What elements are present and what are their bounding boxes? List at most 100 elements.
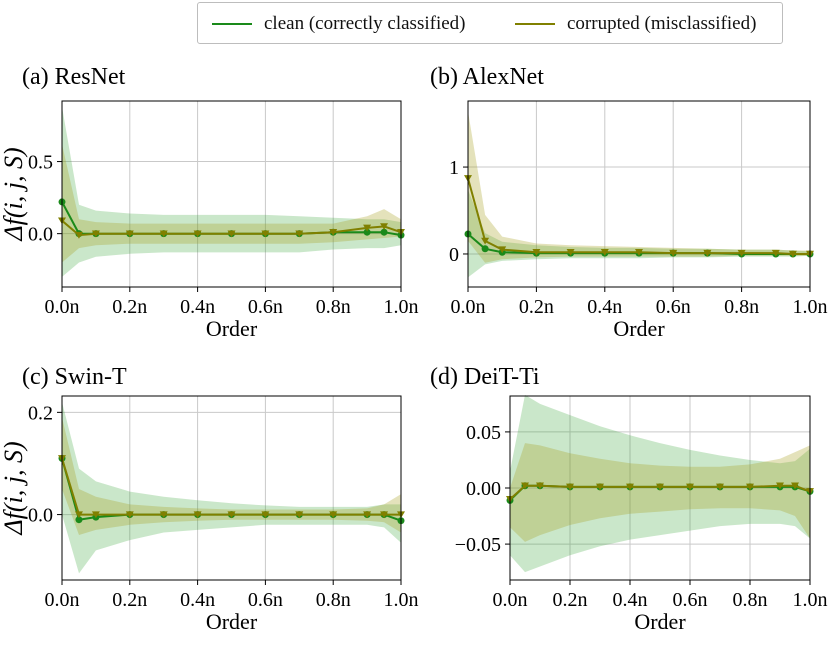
- x-tick-label: 0.6n: [656, 296, 691, 318]
- corrupted-data-point: [776, 482, 784, 490]
- panel-title: (c) Swin-T: [22, 364, 127, 390]
- y-axis-label: Δf(i, j, S): [0, 147, 28, 241]
- x-tick-label: 0.8n: [316, 589, 351, 611]
- corrupted-data-point: [227, 230, 236, 238]
- clean-confidence-band: [468, 189, 810, 278]
- corrupted-data-point: [656, 483, 664, 491]
- y-tick-label: 0.5: [28, 152, 53, 174]
- clean-data-point: [363, 228, 371, 236]
- x-tick-label: 1.0n: [384, 296, 419, 318]
- x-tick-label: 0.8n: [316, 296, 351, 318]
- x-tick-label: 0.8n: [724, 296, 759, 318]
- corrupted-data-point: [596, 483, 604, 491]
- clean-data-point: [380, 228, 388, 236]
- corrupted-data-point: [295, 511, 304, 519]
- corrupted-data-point: [125, 230, 134, 238]
- corrupted-data-point: [380, 223, 389, 231]
- x-tick-label: 1.0n: [793, 589, 828, 611]
- plot-frame: [61, 395, 402, 581]
- corrupted-data-point: [686, 483, 694, 491]
- y-tick-label: 0.05: [466, 422, 501, 444]
- panel-title: (a) ResNet: [22, 64, 126, 90]
- legend-corrupted-swatch: [515, 23, 555, 25]
- x-tick-label: 0.6n: [673, 589, 708, 611]
- y-tick-label: 0.2: [28, 402, 53, 424]
- corrupted-data-point: [737, 249, 746, 257]
- panel-title: (d) DeiT-Ti: [430, 364, 540, 390]
- x-tick-label: 1.0n: [793, 296, 828, 318]
- corrupted-data-point: [669, 249, 678, 257]
- corrupted-data-point: [532, 249, 541, 256]
- x-tick-label: 0.4n: [180, 589, 215, 611]
- clean-data-point: [481, 245, 489, 253]
- corrupted-data-point: [295, 230, 304, 238]
- x-tick-label: 0.2n: [519, 296, 554, 318]
- corrupted-confidence-band: [510, 443, 810, 542]
- corrupted-data-point: [91, 511, 100, 519]
- corrupted-data-point: [635, 249, 643, 256]
- corrupted-data-point: [74, 511, 83, 519]
- x-tick-label: 0.2n: [112, 296, 147, 318]
- y-tick-label: 0.0: [28, 505, 53, 527]
- clean-data-point: [75, 516, 83, 524]
- chart-panel-deit-ti: 0.0n 0.2n 0.4n 0.6n 0.8n 1.0n −0.05 0.00 0.05 (d)…: [430, 364, 828, 634]
- corrupted-data-point: [498, 246, 507, 254]
- x-tick-label: 0.6n: [248, 296, 283, 318]
- corrupted-data-point: [125, 511, 134, 519]
- plot-frame: [61, 100, 402, 288]
- x-tick-label: 0.4n: [587, 296, 622, 318]
- corrupted-data-point: [227, 511, 236, 519]
- y-tick-label: −0.05: [455, 534, 501, 556]
- corrupted-data-point: [159, 511, 168, 519]
- x-tick-label: 0.0n: [451, 296, 486, 318]
- plot-frame: [467, 100, 811, 288]
- clean-confidence-band: [62, 106, 401, 277]
- corrupted-data-point: [363, 511, 372, 519]
- chart-panel-swin-t: 0.0n 0.2n 0.4n 0.6n 0.8n 1.0n 0.0 0.2 (c) Swin-T…: [0, 364, 419, 634]
- corrupted-data-point: [536, 482, 544, 490]
- corrupted-data-point: [626, 483, 634, 491]
- corrupted-data-point: [261, 511, 270, 519]
- legend-clean-label: clean (correctly classified): [264, 13, 466, 34]
- x-tick-label: 0.2n: [112, 589, 147, 611]
- corrupted-data-point: [74, 231, 83, 239]
- x-tick-label: 0.8n: [733, 589, 768, 611]
- clean-confidence-band: [62, 402, 401, 574]
- y-tick-label: 0.00: [466, 478, 501, 500]
- corrupted-data-point: [600, 249, 609, 256]
- corrupted-data-point: [788, 250, 797, 258]
- y-tick-label: 0.0: [28, 224, 53, 246]
- corrupted-data-point: [91, 230, 100, 238]
- x-axis-label: Order: [206, 316, 258, 341]
- y-tick-label: 1: [449, 157, 459, 179]
- corrupted-data-point: [716, 483, 724, 491]
- legend-corrupted-label: corrupted (misclassified): [567, 13, 757, 34]
- x-tick-label: 0.0n: [493, 589, 528, 611]
- corrupted-data-point: [566, 483, 574, 491]
- corrupted-data-point: [329, 511, 338, 519]
- x-tick-label: 0.4n: [613, 589, 648, 611]
- x-tick-label: 0.4n: [180, 296, 215, 318]
- legend-clean-swatch: [212, 23, 252, 25]
- x-tick-label: 1.0n: [384, 589, 419, 611]
- corrupted-data-point: [521, 482, 529, 490]
- corrupted-data-point: [703, 249, 712, 257]
- chart-panel-resnet: 0.0n 0.2n 0.4n 0.6n 0.8n 1.0n 0.0 0.5 (a) ResNet…: [0, 64, 419, 341]
- x-axis-label: Order: [206, 609, 258, 634]
- corrupted-data-point: [329, 229, 338, 236]
- corrupted-data-point: [193, 511, 202, 519]
- corrupted-data-point: [363, 224, 372, 232]
- x-tick-label: 0.6n: [248, 589, 283, 611]
- x-axis-label: Order: [613, 316, 665, 341]
- corrupted-data-point: [193, 230, 202, 238]
- corrupted-confidence-band: [468, 111, 810, 263]
- corrupted-data-point: [771, 249, 780, 257]
- legend: clean (correctly classified) corrupted (…: [197, 2, 783, 44]
- corrupted-data-point: [380, 511, 389, 519]
- x-axis-label: Order: [634, 609, 686, 634]
- corrupted-data-point: [261, 230, 270, 238]
- y-tick-label: 0: [449, 244, 459, 266]
- panel-title: (b) AlexNet: [430, 64, 544, 90]
- corrupted-data-point: [566, 249, 575, 256]
